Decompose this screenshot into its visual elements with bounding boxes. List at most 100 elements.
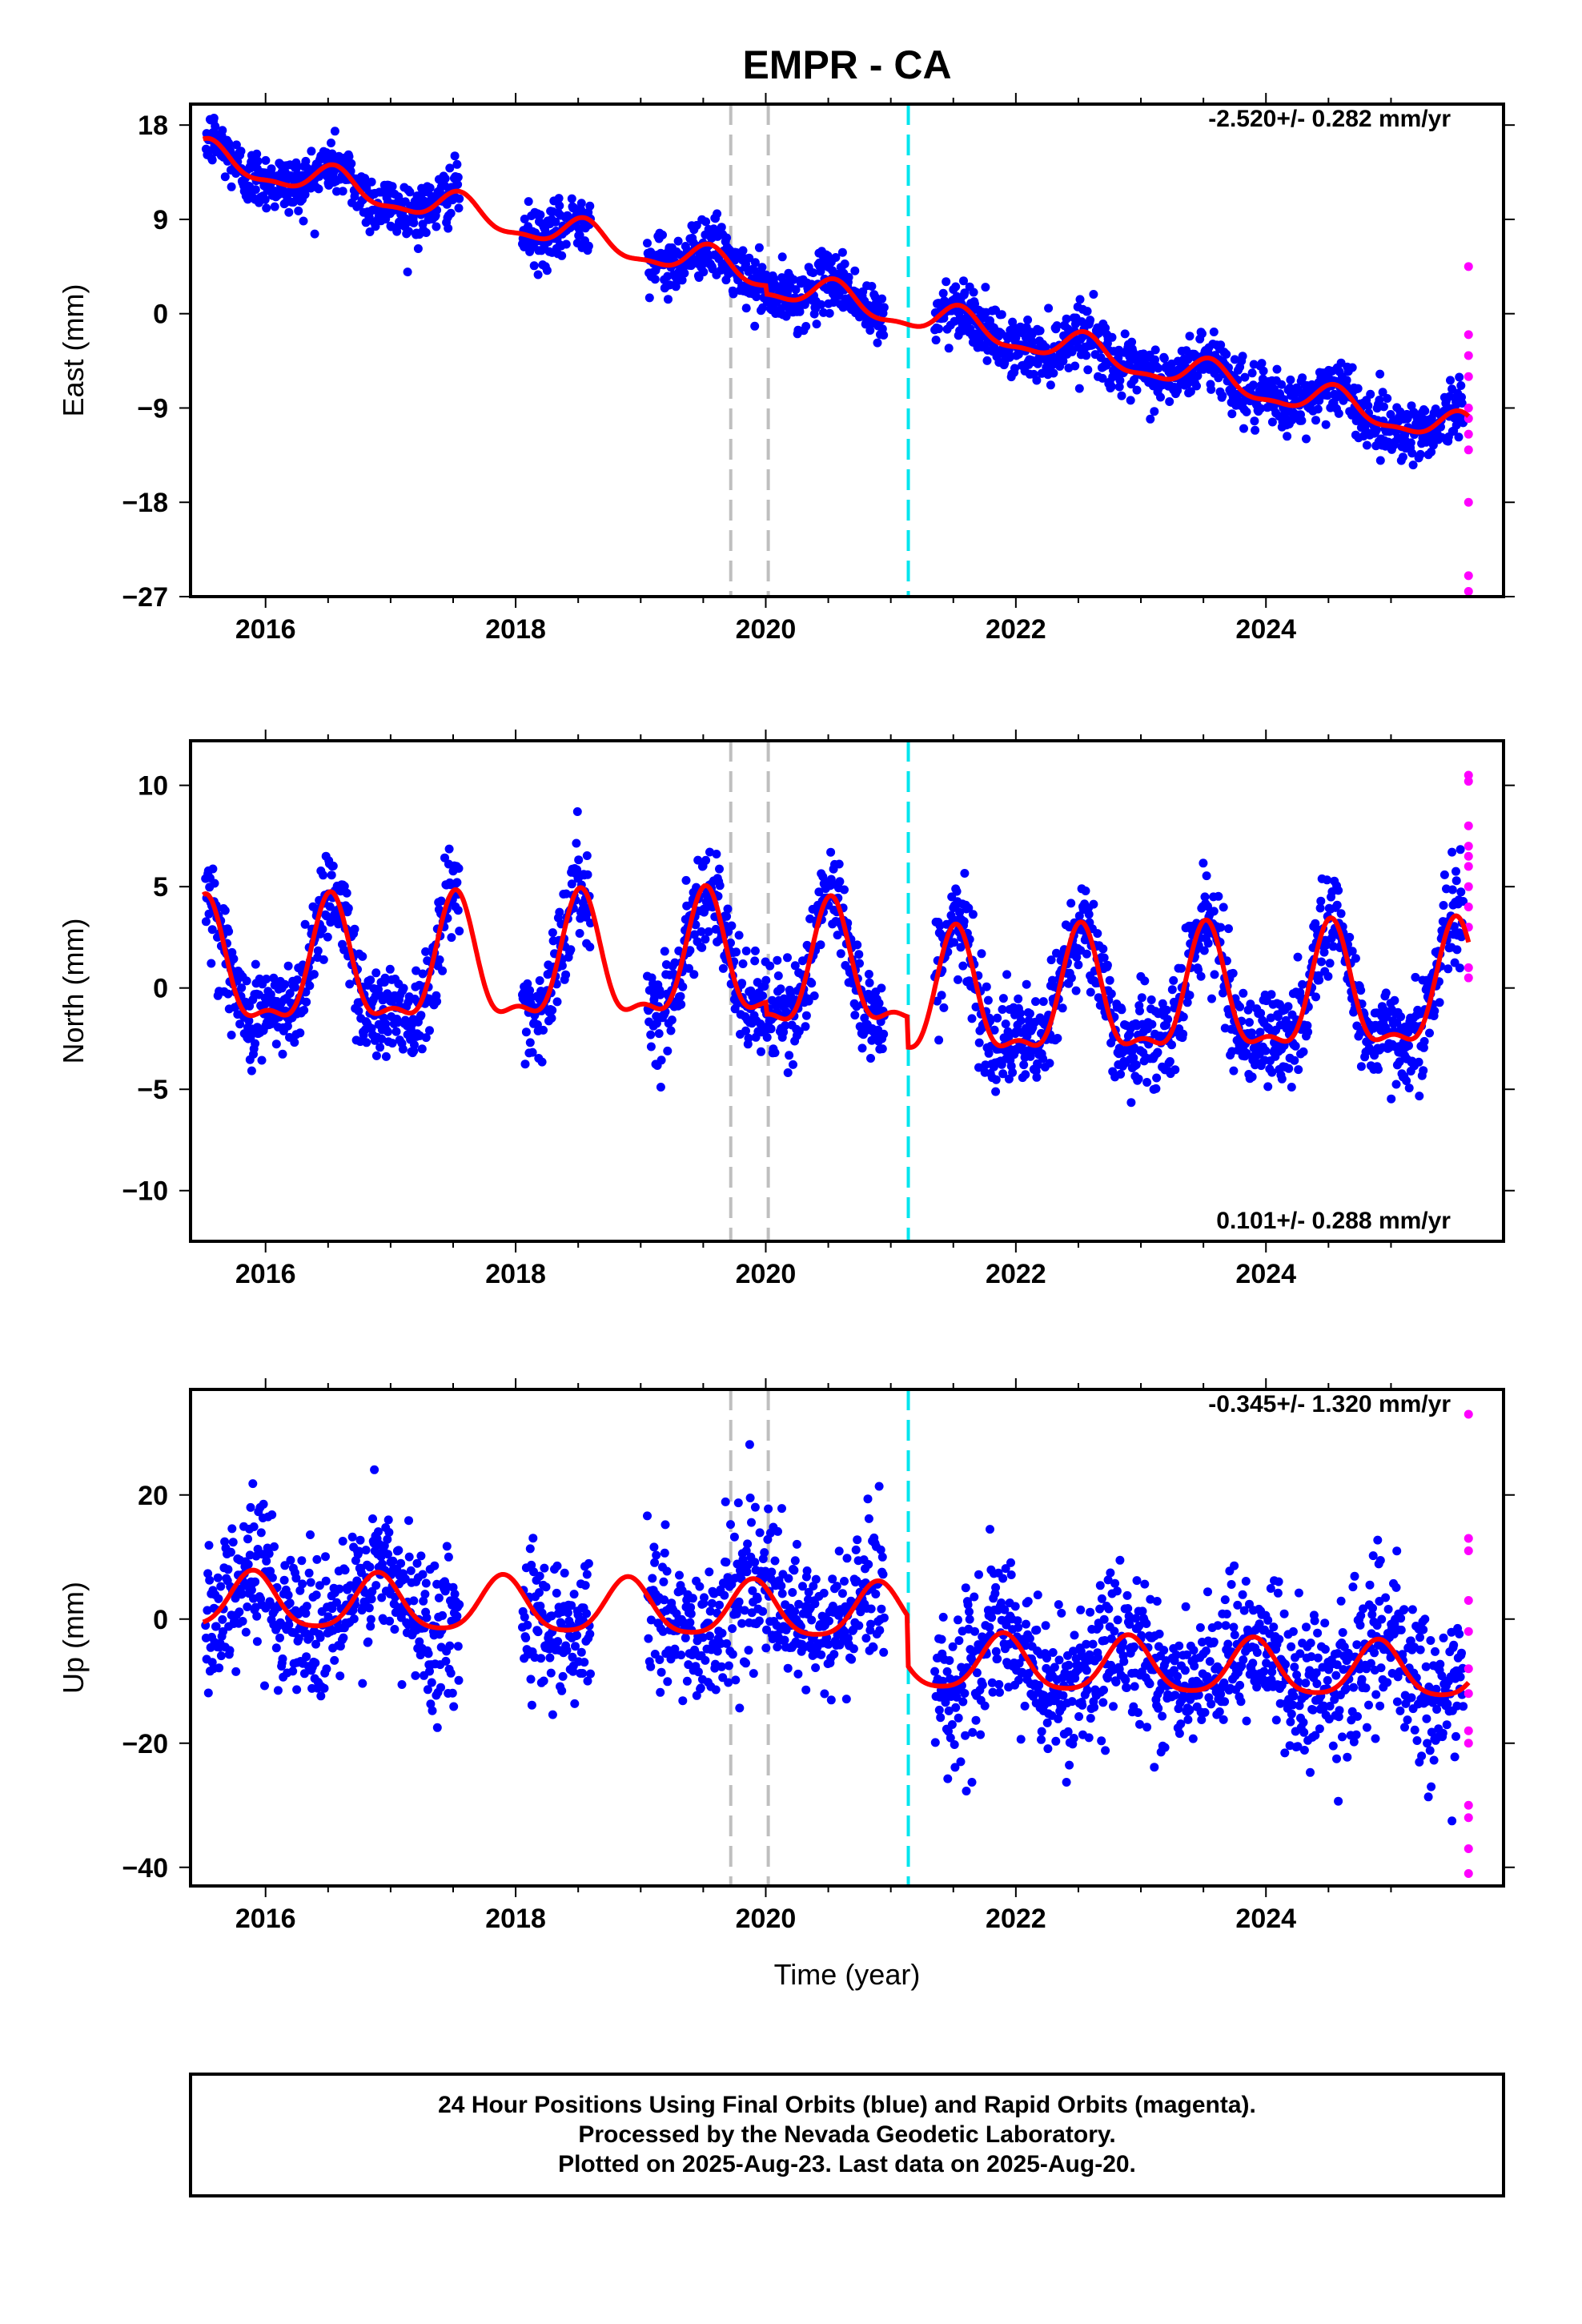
final-orbit-point <box>1427 447 1436 456</box>
final-orbit-point <box>877 1044 887 1054</box>
final-orbit-point <box>663 1046 673 1055</box>
final-orbit-point <box>292 1685 302 1695</box>
final-orbit-point <box>656 1083 665 1092</box>
final-orbit-point <box>675 250 685 259</box>
final-orbit-point <box>1089 290 1098 299</box>
final-orbit-point <box>656 1055 666 1065</box>
final-orbit-point <box>1016 1016 1026 1025</box>
final-orbit-point <box>1126 1098 1136 1108</box>
final-orbit-point <box>1185 332 1195 341</box>
final-orbit-point <box>1151 1084 1161 1093</box>
final-orbit-point <box>1178 1012 1188 1022</box>
final-orbit-point <box>785 1051 794 1060</box>
final-orbit-point <box>1067 347 1077 356</box>
final-orbit-point <box>1224 924 1233 934</box>
final-orbit-point <box>584 1558 593 1568</box>
final-orbit-point <box>692 220 701 230</box>
x-tick-label: 2016 <box>235 614 296 645</box>
final-orbit-point <box>580 1658 589 1667</box>
final-orbit-point <box>446 208 456 218</box>
final-orbit-point <box>734 931 744 940</box>
rate-label: 0.101+/- 0.288 mm/yr <box>1216 1208 1451 1234</box>
final-orbit-point <box>695 1582 705 1591</box>
final-orbit-point <box>454 203 464 213</box>
final-orbit-point <box>960 869 970 878</box>
final-orbit-point <box>1443 964 1453 974</box>
final-orbit-point <box>342 888 351 898</box>
final-orbit-point <box>273 1686 283 1695</box>
final-orbit-point <box>1315 975 1324 985</box>
final-orbit-point <box>776 984 785 994</box>
final-orbit-point <box>385 964 395 974</box>
rapid-orbit-point <box>1464 586 1473 596</box>
final-orbit-point <box>969 287 978 297</box>
final-orbit-point <box>1046 380 1055 390</box>
final-orbit-point <box>562 1646 572 1655</box>
final-orbit-point <box>741 947 751 955</box>
final-orbit-point <box>826 1695 836 1705</box>
final-orbit-point <box>1082 351 1091 360</box>
final-orbit-point <box>777 1589 787 1598</box>
final-orbit-point <box>1316 896 1326 906</box>
final-orbit-point <box>1404 1084 1414 1093</box>
final-orbit-point <box>1298 373 1307 383</box>
final-orbit-point <box>650 1558 660 1567</box>
final-orbit-point <box>939 1003 949 1012</box>
final-orbit-point <box>552 997 562 1007</box>
final-orbit-point <box>1297 416 1307 425</box>
final-orbit-point <box>1035 326 1045 336</box>
final-orbit-point <box>420 1590 430 1599</box>
final-orbit-point <box>327 870 336 880</box>
final-orbit-point <box>754 1616 764 1626</box>
final-orbit-point <box>278 1654 287 1663</box>
chart-title: EMPR - CA <box>742 42 951 87</box>
final-orbit-point <box>677 999 686 1009</box>
final-orbit-point <box>1126 396 1135 405</box>
final-orbit-point <box>251 959 260 969</box>
final-orbit-point <box>676 991 685 1001</box>
final-orbit-point <box>215 1663 224 1673</box>
final-orbit-point <box>440 174 450 183</box>
final-orbit-point <box>580 1581 590 1590</box>
final-orbit-point <box>305 981 315 991</box>
final-orbit-point <box>231 140 241 150</box>
final-orbit-points <box>201 114 1468 470</box>
final-orbit-point <box>1230 355 1239 364</box>
final-orbit-point <box>1371 425 1381 435</box>
final-orbit-point <box>1117 391 1126 400</box>
final-orbit-point <box>745 1440 754 1449</box>
final-orbit-point <box>283 1590 293 1600</box>
final-orbit-point <box>1415 449 1425 459</box>
final-orbit-point <box>1044 304 1054 313</box>
final-orbit-point <box>339 882 349 891</box>
final-orbit-point <box>312 1554 322 1564</box>
final-orbit-point <box>680 268 689 278</box>
final-orbit-point <box>252 149 262 159</box>
final-orbit-point <box>1150 345 1160 355</box>
final-orbit-point <box>646 1030 656 1039</box>
final-orbit-point <box>829 1650 839 1659</box>
final-orbit-point <box>299 216 308 226</box>
final-orbit-point <box>335 1671 345 1681</box>
plot-frame <box>189 103 1505 598</box>
final-orbit-point <box>452 159 462 169</box>
final-orbit-point <box>533 270 543 279</box>
final-orbit-point <box>430 1561 440 1570</box>
final-orbit-point <box>1398 452 1407 462</box>
final-orbit-point <box>865 326 875 335</box>
final-orbit-point <box>416 1011 426 1020</box>
final-orbit-point <box>434 1593 444 1602</box>
final-orbit-point <box>960 288 970 298</box>
final-orbit-point <box>1025 1009 1034 1019</box>
final-orbit-point <box>1227 409 1237 419</box>
final-orbit-point <box>260 195 270 204</box>
final-orbit-point <box>1127 337 1137 347</box>
final-orbit-point <box>874 999 884 1008</box>
final-orbit-point <box>410 1040 419 1050</box>
final-orbit-point <box>1083 365 1093 375</box>
final-orbit-point <box>270 202 279 211</box>
final-orbit-point <box>788 1588 797 1597</box>
final-orbit-point <box>1414 1057 1423 1067</box>
final-orbit-point <box>367 177 376 187</box>
final-orbit-point <box>713 209 722 219</box>
